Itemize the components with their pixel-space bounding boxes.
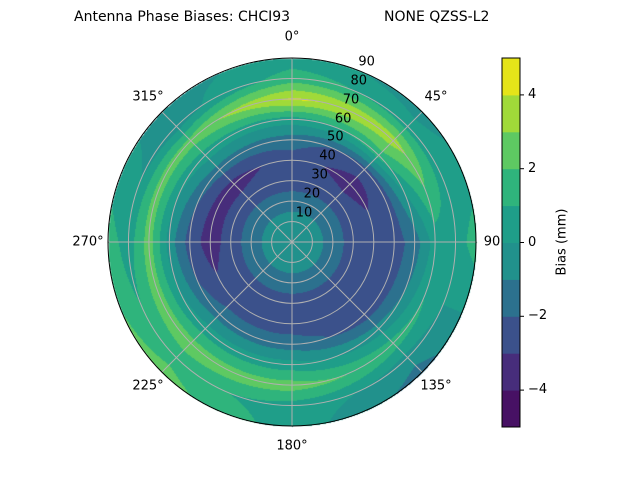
azimuth-tick-label: 0° [284, 29, 300, 45]
radial-tick-label: 20 [303, 186, 321, 202]
azimuth-tick-label: 90 [483, 234, 501, 250]
radial-tick-label: 80 [350, 73, 368, 89]
azimuth-gridline [161, 241, 293, 373]
azimuth-tick-label: 45° [424, 89, 448, 105]
colorbar-label: Bias (mm) [554, 208, 570, 276]
azimuth-gridline [291, 111, 423, 243]
colorbar-segment [502, 242, 520, 280]
chart-title-left: Antenna Phase Biases: CHCI93 [74, 9, 291, 25]
radial-tick-label: 60 [334, 111, 352, 126]
colorbar-segment [502, 168, 520, 207]
radial-tick-label: 40 [319, 148, 336, 164]
colorbar-segment [502, 58, 520, 96]
colorbar-segment [502, 316, 520, 354]
radial-tick-label: 30 [311, 167, 328, 183]
azimuth-tick-label: 225° [132, 378, 164, 394]
azimuth-tick-label: 135° [420, 378, 452, 394]
azimuth-tick-label: 315° [132, 89, 164, 105]
azimuth-gridline [291, 241, 423, 373]
radial-tick-label: 50 [327, 129, 344, 145]
colorbar-segment [502, 353, 520, 391]
colorbar-segment [502, 279, 520, 317]
colorbar-segment [502, 131, 520, 170]
radial-tick-label: 90 [358, 54, 375, 70]
colorbar-tick-label: 2 [528, 160, 537, 176]
colorbar-tick-label: −4 [528, 382, 548, 398]
azimuth-tick-label: 180° [276, 438, 308, 454]
colorbar-segment [502, 94, 520, 133]
polar-frame [107, 57, 477, 427]
colorbar-tick-label: 0 [528, 234, 537, 250]
colorbar-segment [502, 205, 520, 243]
azimuth-tick-label: 270° [72, 234, 104, 250]
chart-title-right: NONE QZSS-L2 [384, 9, 490, 25]
radial-tick-label: 10 [295, 205, 313, 221]
colorbar-segment [502, 390, 520, 428]
azimuth-gridline [161, 111, 293, 243]
colorbar-tick-label: 4 [528, 86, 537, 102]
radial-tick-label: 70 [342, 92, 360, 108]
colorbar-tick-label: −2 [528, 308, 548, 324]
